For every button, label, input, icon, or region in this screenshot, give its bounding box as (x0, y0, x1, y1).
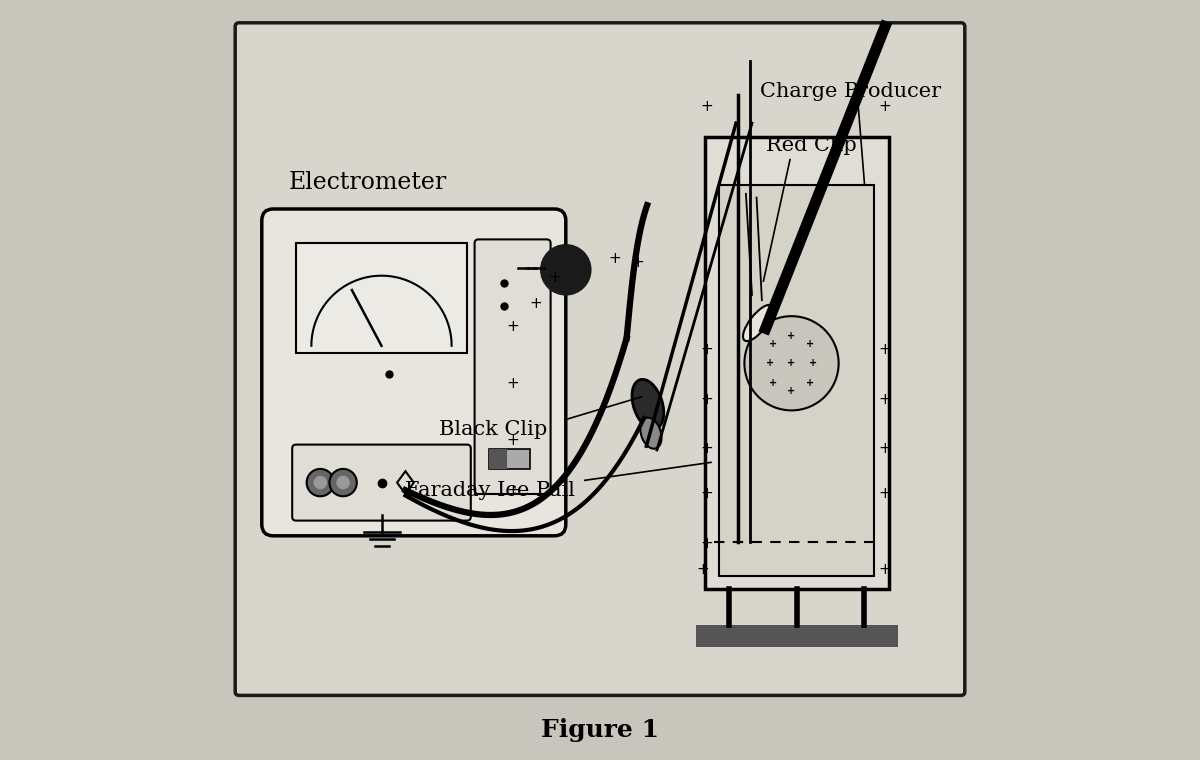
Text: +: + (631, 255, 644, 270)
Circle shape (314, 477, 326, 489)
Text: +: + (805, 378, 814, 388)
Bar (296, 243, 467, 353)
Text: +: + (506, 319, 518, 334)
Text: +: + (787, 358, 796, 369)
Text: +: + (787, 385, 796, 396)
Text: +: + (878, 342, 892, 357)
Circle shape (541, 245, 590, 295)
Text: +: + (878, 391, 892, 407)
Circle shape (307, 469, 334, 496)
Text: Electrometer: Electrometer (289, 171, 448, 194)
Ellipse shape (632, 379, 664, 429)
Text: +: + (700, 486, 713, 502)
Text: +: + (787, 331, 796, 341)
Circle shape (337, 477, 349, 489)
Ellipse shape (641, 418, 661, 448)
Text: +: + (809, 358, 817, 369)
Text: Charge Producer: Charge Producer (761, 82, 941, 101)
Bar (490, 449, 508, 469)
Text: +: + (878, 486, 892, 502)
Text: Red Clip: Red Clip (766, 137, 857, 156)
Text: +: + (506, 433, 518, 448)
FancyBboxPatch shape (262, 209, 566, 536)
Text: Figure 1: Figure 1 (541, 717, 659, 742)
Text: +: + (805, 338, 814, 349)
FancyBboxPatch shape (235, 23, 965, 695)
Text: +: + (700, 536, 713, 551)
Text: Black Clip: Black Clip (439, 420, 547, 439)
Text: +: + (700, 441, 713, 456)
Text: +: + (506, 376, 518, 391)
Text: +: + (766, 358, 774, 369)
Text: +: + (700, 342, 713, 357)
FancyBboxPatch shape (293, 445, 470, 521)
Text: +: + (529, 296, 541, 312)
Text: +: + (769, 378, 778, 388)
Text: +: + (696, 562, 709, 578)
Bar (719, 185, 875, 576)
Polygon shape (397, 471, 414, 494)
Text: +: + (878, 99, 892, 114)
Text: +: + (700, 99, 713, 114)
Text: +: + (878, 441, 892, 456)
Text: +: + (700, 391, 713, 407)
Text: +: + (608, 251, 622, 266)
Text: +: + (548, 270, 560, 285)
Bar (696, 625, 898, 647)
Bar (490, 449, 530, 469)
Circle shape (330, 469, 356, 496)
Ellipse shape (743, 305, 773, 341)
Text: Faraday Ice Pail: Faraday Ice Pail (404, 481, 575, 500)
Text: +: + (506, 483, 518, 498)
Text: +: + (769, 338, 778, 349)
Text: +: + (878, 562, 892, 578)
Circle shape (744, 316, 839, 410)
FancyBboxPatch shape (475, 239, 551, 494)
Bar (704, 137, 889, 589)
